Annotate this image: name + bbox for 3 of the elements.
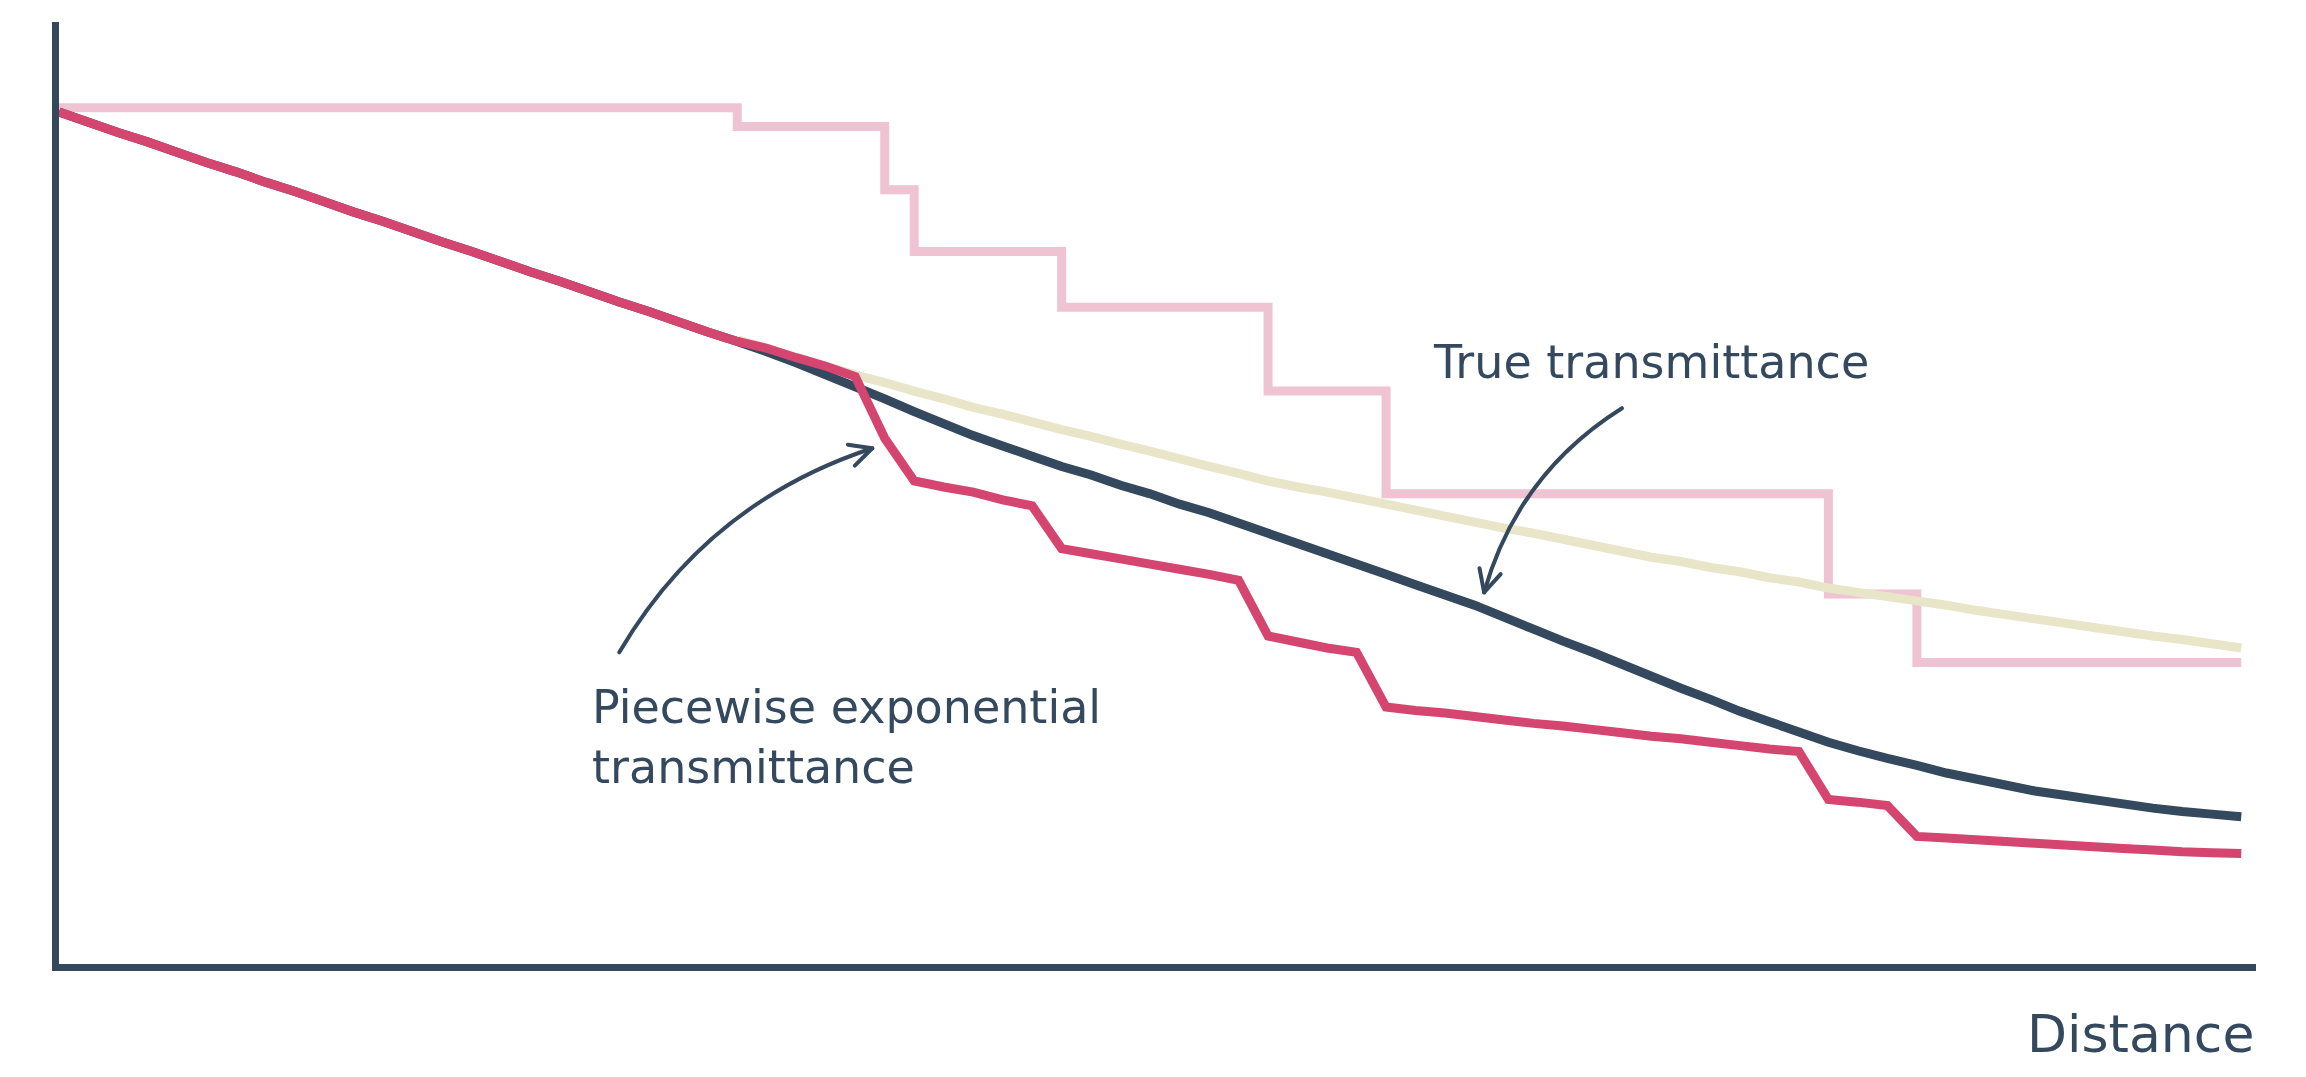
x-axis-title: Distance — [2027, 1004, 2255, 1064]
annotation: True transmittance — [1433, 335, 1870, 389]
annotation: Piecewise exponential transmittance — [592, 680, 1102, 794]
